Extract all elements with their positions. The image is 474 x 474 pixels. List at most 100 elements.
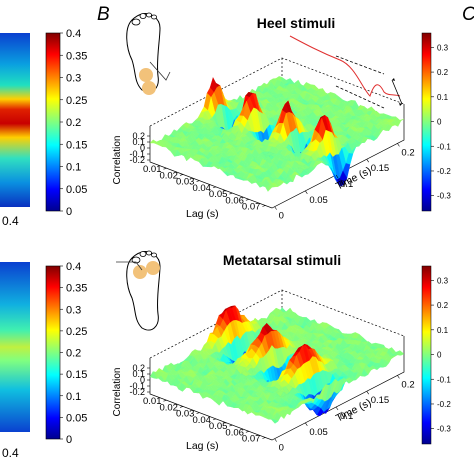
lag-tick-label: 0.02 xyxy=(159,402,178,413)
lag-tick-mark xyxy=(196,412,200,414)
surface-patch xyxy=(267,418,276,424)
left-panel-top: 0.4 0.35 0.3 0.25 0.2 0.15 0.1 0.05 0 0.4 xyxy=(0,28,87,228)
foot-icon-metatarsal xyxy=(116,250,161,331)
panel-label-b: B xyxy=(97,4,110,25)
lag-tick-label: 0.06 xyxy=(225,195,244,206)
lag-tick-label: 0.05 xyxy=(209,421,228,432)
lag-tick-label: 0.07 xyxy=(242,202,261,213)
time-tick-mark xyxy=(305,422,308,426)
meta-stim-dot-1 xyxy=(133,265,147,279)
metatarsal-zlabel: Correlation xyxy=(112,368,123,417)
metatarsal-title: Metatarsal stimuli xyxy=(223,252,341,268)
heel-time-ticks: 0 0.05 0.1 0.15 0.2 xyxy=(274,143,415,222)
colorbar-tick-label: 0.25 xyxy=(66,95,87,107)
heel-axes-frame xyxy=(149,57,405,209)
time-tick-label: 0 xyxy=(279,443,284,454)
time-tick-label: 0.2 xyxy=(401,147,414,158)
colorbar-tick-label: 0.2 xyxy=(437,68,449,77)
time-tick-mark xyxy=(274,438,277,442)
metatarsal-surface xyxy=(149,305,405,424)
time-tick-label: 0 xyxy=(279,211,284,222)
left-panel-bottom: 0.4 0.35 0.3 0.25 0.2 0.15 0.1 0.05 0 0.4 xyxy=(0,261,87,460)
heel-colorbar-ticks: 0.3 0.2 0.1 0 -0.1 -0.2 -0.3 xyxy=(431,43,451,201)
z-tick-label: 0 xyxy=(140,143,145,153)
lag-tick-label: 0.06 xyxy=(225,427,244,438)
left-bottom-x-tick: 0.4 xyxy=(2,446,19,460)
z-tick-label: 0.2 xyxy=(132,363,145,373)
z-tick-label: 0.1 xyxy=(132,369,145,379)
lag-tick-mark xyxy=(229,192,233,195)
heel-zlabel: Correlation xyxy=(112,136,123,185)
heel-annotation xyxy=(289,35,403,109)
lag-tick-label: 0.01 xyxy=(143,396,162,407)
colorbar-tick-label: 0.4 xyxy=(66,261,81,273)
time-tick-mark xyxy=(397,375,400,379)
lag-tick-label: 0.07 xyxy=(242,434,261,445)
time-tick-mark xyxy=(397,143,400,147)
colorbar-tick-label: 0.1 xyxy=(66,391,81,403)
colorbar-tick-label: 0.2 xyxy=(66,117,81,129)
lag-tick-mark xyxy=(245,431,250,433)
colorbar-tick-label: 0.05 xyxy=(66,184,87,196)
time-tick-label: 0.05 xyxy=(309,427,328,438)
z-tick-label: 0 xyxy=(140,375,145,385)
heel-title: Heel stimuli xyxy=(257,15,336,31)
lag-tick-mark xyxy=(196,180,200,182)
z-tick-label: 0.1 xyxy=(132,137,145,147)
colorbar-tick-label: 0.25 xyxy=(66,326,87,338)
colorbar-tick-label: 0.1 xyxy=(437,93,449,102)
lag-tick-mark xyxy=(212,186,217,189)
metatarsal-xlabel: Lag (s) xyxy=(186,440,219,452)
colorbar-tick-label: 0.05 xyxy=(66,412,87,424)
time-tick-mark xyxy=(366,159,369,163)
time-tick-label: 0.15 xyxy=(371,395,390,406)
lag-tick-mark xyxy=(212,418,217,421)
time-tick-label: 0.15 xyxy=(371,163,390,174)
time-tick-mark xyxy=(335,174,339,179)
z-tick-label: -0.2 xyxy=(129,155,145,165)
heel-colorbar xyxy=(421,32,432,212)
z-tick-label: -0.1 xyxy=(129,149,145,159)
lag-tick-mark xyxy=(262,205,266,207)
heel-stim-dot-1 xyxy=(139,68,153,82)
lag-tick-mark xyxy=(229,424,233,427)
colorbar-tick-label: 0.2 xyxy=(437,301,449,310)
colorbar-tick-label: 0 xyxy=(66,206,72,218)
colorbar-tick-label: 0.3 xyxy=(66,73,81,85)
metatarsal-colorbar xyxy=(421,265,432,445)
metatarsal-z-ticks: 0.20.10-0.1-0.2 xyxy=(129,363,150,397)
colorbar-tick-label: 0.3 xyxy=(66,304,81,316)
metatarsal-plot: Metatarsal stimuli Correlation 0.20.10-0… xyxy=(112,250,451,454)
left-top-heatmap xyxy=(0,33,30,207)
lag-tick-mark xyxy=(179,406,184,408)
time-tick-label: 0.1 xyxy=(340,411,353,422)
heel-stim-dot-2 xyxy=(142,81,156,95)
meta-stim-dot-2 xyxy=(146,261,160,275)
z-tick-label: -0.2 xyxy=(129,387,145,397)
z-tick-label: -0.1 xyxy=(129,381,145,391)
left-bottom-heatmap xyxy=(0,262,30,432)
left-bottom-colorbar xyxy=(45,265,61,440)
left-top-colorbar-ticks: 0.4 0.35 0.3 0.25 0.2 0.15 0.1 0.05 0 xyxy=(60,28,87,218)
colorbar-tick-label: 0 xyxy=(437,118,442,127)
lag-tick-label: 0.04 xyxy=(192,415,211,426)
heel-z-ticks: 0.20.10-0.1-0.2 xyxy=(129,131,150,165)
panel-label-c: C xyxy=(462,4,474,25)
time-tick-mark xyxy=(305,190,308,194)
lag-tick-mark xyxy=(163,167,167,170)
colorbar-tick-label: 0.3 xyxy=(437,276,449,285)
lag-tick-mark xyxy=(163,399,167,402)
heel-surface xyxy=(149,76,405,192)
colorbar-tick-label: -0.1 xyxy=(437,375,451,384)
colorbar-tick-label: 0.3 xyxy=(437,43,449,52)
colorbar-tick-label: -0.3 xyxy=(437,425,451,434)
lag-tick-mark xyxy=(262,437,266,439)
heel-lag-ticks: 0.010.020.030.040.050.060.07 xyxy=(143,164,266,213)
metatarsal-ylabel: Time (s) xyxy=(334,397,373,425)
time-tick-mark xyxy=(274,206,277,210)
lag-tick-label: 0.03 xyxy=(176,409,195,420)
colorbar-tick-label: 0.35 xyxy=(66,283,87,295)
time-tick-mark xyxy=(335,406,339,411)
colorbar-tick-label: 0.1 xyxy=(66,162,81,174)
